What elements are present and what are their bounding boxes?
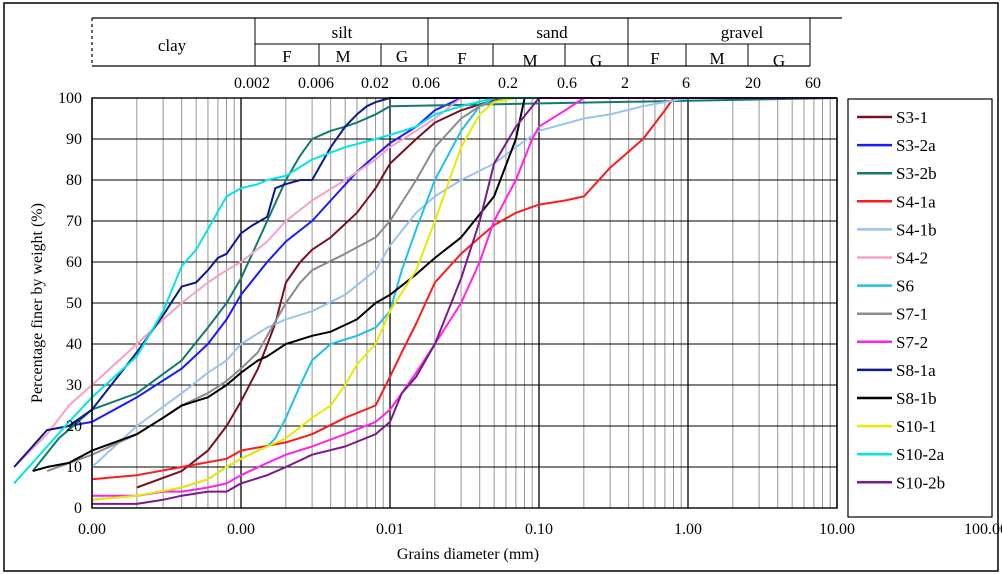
legend-label: S10-2b: [896, 473, 945, 492]
y-tick-label: 60: [66, 254, 82, 271]
y-tick-label: 20: [66, 418, 82, 435]
boundary-label-60: 60: [805, 75, 821, 92]
group-label-gravel: gravel: [721, 23, 764, 42]
legend-label: S7-2: [896, 333, 928, 352]
legend-label: S4-2: [896, 249, 928, 268]
legend: S3-1 S3-2a S3-2b S4-1a S4-1b S4-2 S6 S7-1 S7-2 S8…: [857, 108, 945, 492]
series-line-S8-1b: [32, 97, 837, 473]
boundary-label-0.02: 0.02: [361, 75, 389, 92]
sub-label-sand-g: G: [590, 51, 602, 70]
series-line-S4-2: [13, 97, 837, 468]
y-tick-label: 80: [66, 172, 82, 189]
boundary-label-20: 20: [745, 75, 761, 92]
legend-label: S3-1: [896, 108, 928, 127]
legend-label: S4-1a: [896, 192, 936, 211]
legend-label: S3-2a: [896, 136, 936, 155]
x-tick-label: 100.00: [964, 521, 1002, 538]
series-line-S7-2: [92, 97, 837, 497]
x-tick-label: 10.00: [819, 521, 855, 538]
series-line-S10-1: [91, 97, 837, 501]
sub-label-silt-m: M: [335, 47, 350, 66]
x-tick-label: 0.00: [78, 521, 106, 538]
legend-label: S10-1: [896, 417, 937, 436]
sub-label-gravel-m: M: [709, 49, 724, 68]
legend-label: S6: [896, 277, 914, 296]
x-tick-label: 0.10: [525, 521, 553, 538]
sub-label-sand-f: F: [457, 49, 466, 68]
legend-label: S10-2a: [896, 445, 945, 464]
legend-label: S4-1b: [896, 220, 937, 239]
y-tick-label: 30: [66, 377, 82, 394]
series-line-S3-1: [136, 97, 837, 489]
plot-area-border: [91, 97, 838, 509]
x-tick-label: 0.00: [227, 521, 255, 538]
sub-label-gravel-f: F: [650, 49, 659, 68]
boundary-label-0.06: 0.06: [412, 75, 440, 92]
boundary-label-2: 2: [621, 75, 629, 92]
boundary-label-0.006: 0.006: [298, 75, 334, 92]
boundary-label-0.002: 0.002: [234, 75, 270, 92]
boundary-label-6: 6: [682, 75, 690, 92]
boundary-label-0.2: 0.2: [498, 75, 518, 92]
boundary-label-0.6: 0.6: [557, 75, 577, 92]
group-label-silt: silt: [332, 23, 353, 42]
legend-label: S7-1: [896, 305, 928, 324]
y-tick-label: 10: [66, 459, 82, 476]
y-tick-label: 40: [66, 336, 82, 353]
y-tick-label: 100: [58, 90, 82, 107]
legend-label: S3-2b: [896, 164, 937, 183]
y-tick-label: 90: [66, 131, 82, 148]
sub-label-sand-m: M: [522, 51, 537, 70]
series-line-S4-1b: [91, 97, 837, 468]
group-label-sand: sand: [536, 23, 568, 42]
sub-label-gravel-g: G: [773, 51, 785, 70]
series-line-S10-2b: [92, 97, 837, 505]
y-axis-label: Percentage finer by weight (%): [29, 203, 46, 403]
legend-label: S8-1b: [896, 389, 937, 408]
series-line-S3-2b: [31, 97, 838, 472]
series-line-S10-2a: [13, 97, 837, 485]
series-line-S4-1a: [91, 97, 837, 481]
classification-header: clay silt sand gravel F M G F M G F M G …: [91, 17, 842, 92]
sub-label-silt-f: F: [282, 47, 291, 66]
x-tick-label: 0.01: [376, 521, 404, 538]
y-tick-labels: 0 10 20 30 40 50 60 70 80 90 100: [58, 90, 82, 517]
x-tick-label: 1.00: [674, 521, 702, 538]
series-line-S8-1a: [13, 97, 837, 468]
series-lines: [13, 97, 838, 505]
x-axis-label: Grains diameter (mm): [397, 546, 539, 563]
y-tick-label: 0: [74, 500, 82, 517]
group-label-clay: clay: [158, 36, 187, 55]
legend-label: S8-1a: [896, 361, 936, 380]
y-tick-label: 70: [66, 213, 82, 230]
legend-box: [847, 98, 993, 518]
y-tick-label: 50: [66, 295, 82, 312]
sub-label-silt-g: G: [396, 47, 408, 66]
x-tick-labels: 0.00 0.00 0.01 0.10 1.00 10.00 100.00: [78, 521, 1002, 538]
